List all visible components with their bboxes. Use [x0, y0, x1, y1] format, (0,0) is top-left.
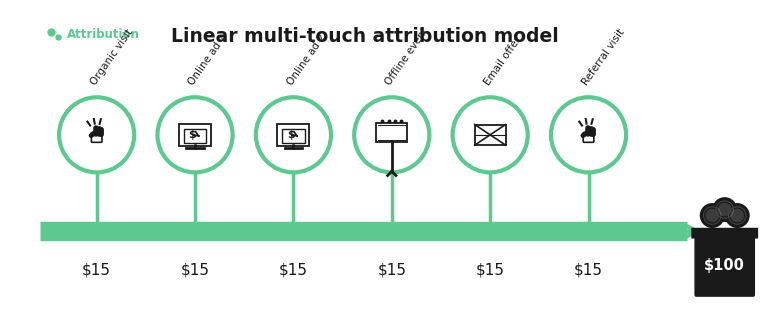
- Text: Referral visit: Referral visit: [580, 27, 626, 87]
- Text: Organic visit: Organic visit: [88, 28, 134, 87]
- Text: $15: $15: [279, 262, 308, 277]
- FancyBboxPatch shape: [584, 132, 594, 142]
- FancyBboxPatch shape: [184, 129, 206, 143]
- Text: Email offer: Email offer: [482, 35, 523, 87]
- Circle shape: [700, 203, 725, 228]
- Circle shape: [452, 97, 528, 173]
- Text: $100: $100: [705, 258, 745, 273]
- Text: $15: $15: [377, 262, 407, 277]
- Circle shape: [158, 97, 233, 173]
- FancyBboxPatch shape: [475, 125, 506, 145]
- FancyBboxPatch shape: [278, 124, 310, 146]
- Circle shape: [551, 97, 626, 173]
- FancyBboxPatch shape: [282, 129, 304, 143]
- Text: $: $: [189, 130, 196, 140]
- FancyBboxPatch shape: [691, 228, 758, 239]
- Circle shape: [354, 97, 429, 173]
- Circle shape: [256, 97, 331, 173]
- Circle shape: [59, 97, 134, 173]
- Circle shape: [705, 209, 719, 222]
- FancyArrowPatch shape: [683, 224, 697, 238]
- Text: $15: $15: [181, 262, 210, 277]
- FancyBboxPatch shape: [92, 132, 102, 142]
- Text: $15: $15: [476, 262, 504, 277]
- Text: Online ad 2: Online ad 2: [286, 32, 327, 87]
- Circle shape: [718, 203, 732, 216]
- Circle shape: [725, 203, 750, 228]
- Text: Attribution: Attribution: [67, 28, 140, 41]
- Circle shape: [730, 209, 744, 222]
- Text: Offline event: Offline event: [383, 26, 431, 87]
- Text: $15: $15: [574, 262, 603, 277]
- Text: $: $: [287, 130, 295, 140]
- Circle shape: [712, 197, 737, 222]
- Text: $15: $15: [82, 262, 111, 277]
- FancyBboxPatch shape: [376, 124, 407, 142]
- FancyBboxPatch shape: [179, 124, 211, 146]
- Text: Online ad 1: Online ad 1: [187, 32, 230, 87]
- FancyBboxPatch shape: [695, 234, 755, 297]
- Text: Linear multi-touch attribution model: Linear multi-touch attribution model: [171, 27, 559, 46]
